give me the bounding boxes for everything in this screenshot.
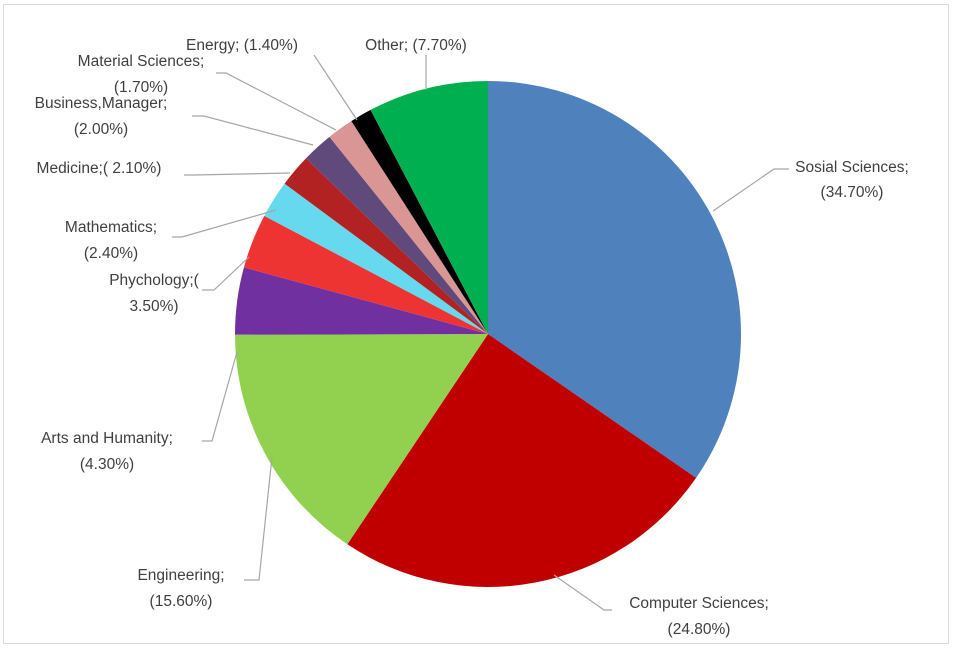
pie-slice [329,121,488,334]
pie-slice [351,109,488,334]
slice-label-name: Computer Sciences; [629,595,769,612]
slice-label: Material Sciences; (1.70%) [78,53,205,96]
slice-label-name: Sosial Sciences; [795,159,909,176]
slice-label-name: Mathematics; [65,219,157,236]
slice-label-name: Energy; (1.40%) [186,37,298,54]
leader-line [244,456,273,581]
pie-slice [264,183,488,334]
slice-label: Computer Sciences; (24.80%) [629,595,769,638]
leader-line [202,256,250,291]
pie-slice [284,158,488,334]
pie-slice [306,136,488,334]
leader-line [553,574,612,611]
slice-label: Energy; (1.40%) [186,37,298,54]
pie-slice [370,81,488,334]
leader-lines-layer [172,54,789,611]
slice-label-name: Other; (7.70%) [365,37,467,54]
slice-label-value: (1.70%) [114,79,168,96]
slice-label: Phychology;( 3.50%) [109,272,199,315]
pie-slice [234,267,488,335]
slices-layer [234,81,742,588]
slice-label-name: Material Sciences; [78,53,205,70]
slice-label-name: Arts and Humanity; [41,430,173,447]
slice-label-value: (15.60%) [150,593,213,610]
leader-line [184,172,291,176]
slice-label: Engineering; (15.60%) [137,567,224,610]
slice-label-value: (4.30%) [80,456,134,473]
slice-label: Arts and Humanity; (4.30%) [41,430,173,473]
pie-slice [235,334,488,545]
slice-label-value: 3.50%) [129,298,178,315]
pie-slice [488,81,742,478]
slice-label-name: Engineering; [137,567,224,584]
slice-label-name: Phychology;( [109,272,199,289]
leader-line [172,209,277,238]
leader-line [712,168,789,212]
pie-chart: Sosial Sciences; (34.70%) Computer Science… [35,37,909,638]
pie-slice [347,334,697,588]
slice-label: Other; (7.70%) [365,37,467,54]
leader-line [202,351,238,442]
pie-slice [243,215,488,334]
leader-line [216,72,337,131]
slice-label-value: (2.40%) [84,245,138,262]
leader-line [313,54,358,121]
leader-line [192,115,314,146]
slice-label-name: Business,Manager; [35,95,168,112]
slice-label-value: (34.70%) [821,184,884,201]
slice-label: Medicine;( 2.10%) [37,160,162,177]
slice-label: Sosial Sciences; (34.70%) [795,159,909,201]
labels-layer: Sosial Sciences; (34.70%) Computer Science… [35,37,909,638]
slice-label-name: Medicine;( 2.10%) [37,160,162,177]
slice-label: Business,Manager; (2.00%) [35,95,168,138]
slice-label-value: (24.80%) [668,621,731,638]
slice-label: Mathematics; (2.40%) [65,219,157,262]
chart-area: Sosial Sciences; (34.70%) Computer Science… [3,4,949,644]
slice-label-value: (2.00%) [74,121,128,138]
